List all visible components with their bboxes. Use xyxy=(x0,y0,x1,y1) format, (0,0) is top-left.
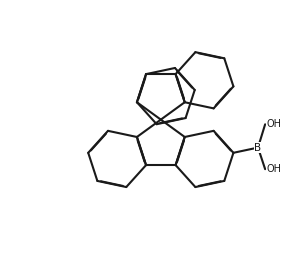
Text: B: B xyxy=(254,142,262,153)
Text: OH: OH xyxy=(267,164,282,174)
Text: OH: OH xyxy=(267,119,282,129)
